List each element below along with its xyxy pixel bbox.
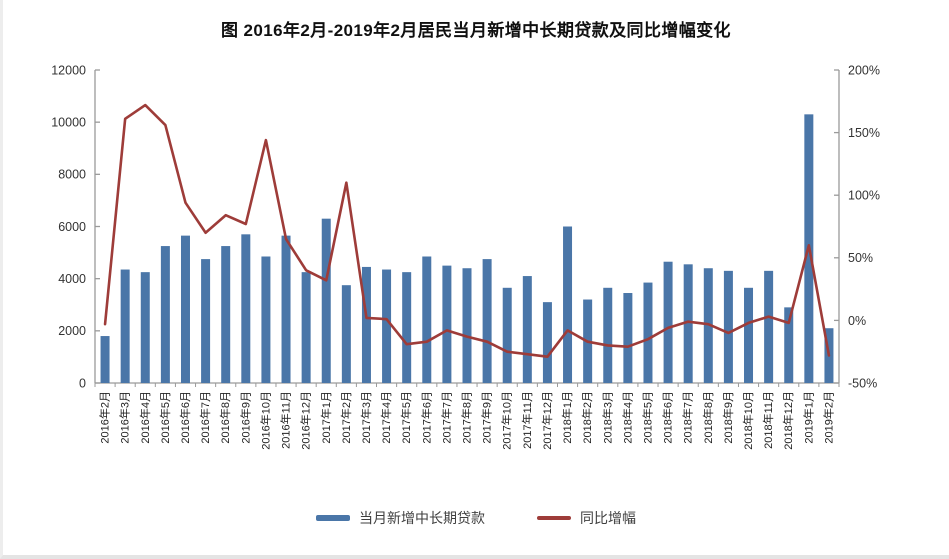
right-axis-label: 50% <box>848 251 873 265</box>
x-axis-label: 2019年1月 <box>801 391 815 444</box>
bar-2017年4月 <box>382 269 392 383</box>
bar-2016年12月 <box>301 272 311 383</box>
bar-2017年3月 <box>361 266 371 383</box>
left-axis-label: 6000 <box>58 220 86 234</box>
left-axis-label: 0 <box>79 376 86 390</box>
bar-2017年1月 <box>321 218 331 383</box>
bar-2017年6月 <box>422 256 432 383</box>
x-axis-label: 2017年9月 <box>480 391 494 444</box>
line-series-swatch <box>537 516 571 520</box>
bar-2016年9月 <box>241 234 251 383</box>
x-axis-label: 2018年11月 <box>761 391 775 449</box>
legend-label-line: 同比增幅 <box>580 510 636 526</box>
right-axis-label: -50% <box>848 376 877 390</box>
legend: 当月新增中长期贷款 同比增幅 <box>3 508 949 528</box>
x-axis-label: 2017年11月 <box>520 391 534 449</box>
x-axis-label: 2018年6月 <box>661 391 675 444</box>
x-axis-label: 2016年2月 <box>98 391 112 444</box>
x-axis-label: 2016年4月 <box>138 391 152 444</box>
x-axis-label: 2018年5月 <box>640 391 654 444</box>
left-axis-label: 12000 <box>51 63 86 77</box>
bar-2018年8月 <box>703 268 713 383</box>
right-axis-label: 150% <box>848 126 880 140</box>
right-axis-label: 200% <box>848 63 880 77</box>
left-axis-label: 2000 <box>58 324 86 338</box>
x-axis-label: 2018年10月 <box>741 391 755 450</box>
bar-2018年6月 <box>663 261 673 383</box>
bar-2017年11月 <box>522 276 532 383</box>
bar-2018年3月 <box>603 287 613 383</box>
x-axis-label: 2016年7月 <box>198 391 212 444</box>
x-axis-label: 2018年7月 <box>681 391 695 444</box>
bar-2018年5月 <box>643 282 653 383</box>
x-axis-label: 2016年3月 <box>118 391 132 444</box>
bar-series-swatch <box>316 515 350 521</box>
bar-2018年4月 <box>623 293 633 383</box>
right-axis-label: 100% <box>848 189 880 203</box>
bar-2017年8月 <box>462 268 472 383</box>
x-axis-label: 2017年5月 <box>399 391 413 444</box>
x-axis-label: 2018年8月 <box>701 391 715 444</box>
x-axis-label: 2016年10月 <box>258 391 272 450</box>
x-axis-label: 2018年4月 <box>620 391 634 444</box>
x-axis-label: 2016年12月 <box>299 391 313 450</box>
left-axis-label: 10000 <box>51 116 86 130</box>
x-axis-label: 2016年5月 <box>158 391 172 444</box>
chart-title: 图 2016年2月-2019年2月居民当月新增中长期贷款及同比增幅变化 <box>221 21 731 40</box>
bar-2016年4月 <box>140 272 150 383</box>
x-axis-label: 2018年1月 <box>560 391 574 444</box>
bar-2016年5月 <box>160 246 170 383</box>
x-axis-label: 2017年4月 <box>379 391 393 444</box>
x-axis-label: 2019年2月 <box>821 391 835 444</box>
bar-2018年7月 <box>683 264 693 383</box>
x-axis-label: 2017年6月 <box>419 391 433 444</box>
bar-2018年1月 <box>563 226 573 383</box>
bar-2018年12月 <box>784 307 794 383</box>
bar-2016年3月 <box>120 269 130 383</box>
legend-item-bars: 当月新增中长期贷款 <box>316 508 485 528</box>
left-axis-label: 4000 <box>58 272 86 286</box>
bar-2017年5月 <box>402 272 412 383</box>
bar-2017年10月 <box>502 287 512 383</box>
x-axis-label: 2016年9月 <box>238 391 252 444</box>
bar-2016年10月 <box>261 256 271 383</box>
bar-2016年6月 <box>180 235 190 383</box>
right-axis-label: 0% <box>848 314 866 328</box>
x-axis-label: 2017年2月 <box>339 391 353 444</box>
bar-2016年2月 <box>100 336 110 383</box>
combo-chart: 0 2000 4000 6000 8000 10000 12000 -50% 0% 50% 100%… <box>51 63 880 450</box>
bar-2017年9月 <box>482 259 492 383</box>
x-axis-label: 2017年10月 <box>500 391 514 450</box>
x-axis-label: 2017年3月 <box>359 391 373 444</box>
x-axis-label: 2017年8月 <box>460 391 474 444</box>
bar-2016年7月 <box>201 259 211 383</box>
bar-2018年10月 <box>744 287 754 383</box>
bar-2017年7月 <box>442 265 452 383</box>
yoy-line <box>103 103 831 359</box>
legend-item-line: 同比增幅 <box>537 508 636 528</box>
x-axis-label: 2018年9月 <box>721 391 735 444</box>
left-axis-label: 8000 <box>58 168 86 182</box>
x-axis-label: 2018年12月 <box>781 391 795 450</box>
legend-label-bars: 当月新增中长期贷款 <box>359 510 485 526</box>
bar-2017年2月 <box>341 285 351 383</box>
x-axis-label: 2017年12月 <box>540 391 554 450</box>
bar-2018年9月 <box>723 270 733 383</box>
bar-2017年12月 <box>542 302 552 383</box>
bar-2016年8月 <box>221 246 231 383</box>
x-axis-label: 2018年3月 <box>600 391 614 444</box>
x-axis-label: 2016年6月 <box>178 391 192 444</box>
x-axis-label: 2017年7月 <box>439 391 453 444</box>
bar-2016年11月 <box>281 235 291 383</box>
x-axis-label: 2017年1月 <box>319 391 333 444</box>
x-axis-label: 2018年2月 <box>580 391 594 444</box>
x-axis-label: 2016年8月 <box>218 391 232 444</box>
bar-2018年11月 <box>764 270 774 383</box>
x-axis-label: 2016年11月 <box>279 391 293 449</box>
